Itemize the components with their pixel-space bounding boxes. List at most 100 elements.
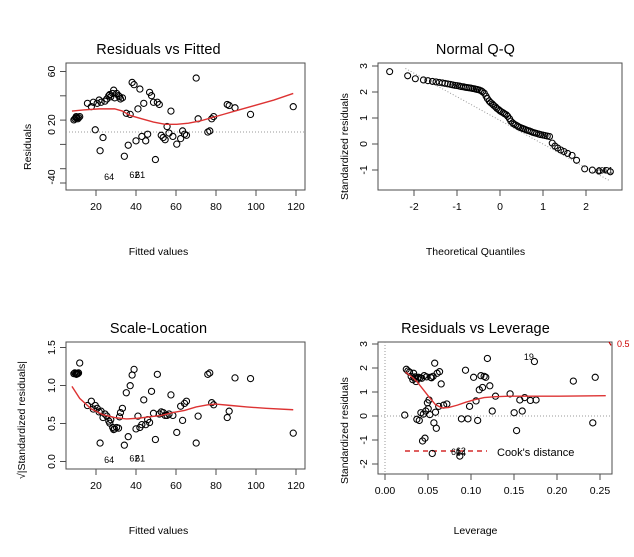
x-tick-label: 20 (90, 480, 102, 492)
data-point (419, 76, 427, 84)
data-point (246, 374, 255, 383)
data-point (167, 391, 175, 399)
point-label: 61 (135, 170, 145, 180)
data-point (151, 435, 160, 444)
point-label: 19 (524, 352, 534, 362)
data-point (225, 101, 233, 110)
x-tick-label: 40 (130, 201, 142, 213)
panel-normal-qq: Normal Q-Q Theoretical Quantiles Standar… (317, 0, 634, 278)
data-point (173, 140, 181, 148)
data-point (126, 382, 134, 390)
data-point (386, 68, 394, 76)
data-point (206, 127, 214, 135)
data-point (74, 369, 83, 377)
y-axis-label: √|Standardized residuals| (16, 360, 28, 479)
y-tick-label: 0 (358, 141, 370, 147)
data-point (427, 374, 436, 382)
panel-title: Normal Q-Q (435, 42, 516, 58)
data-point (457, 415, 466, 423)
data-point (122, 109, 130, 117)
data-point (147, 387, 156, 395)
data-point (606, 168, 614, 176)
y-tick-label: 1 (358, 115, 370, 121)
data-point (99, 133, 107, 142)
y-tick-label: -1 (358, 435, 370, 444)
data-point (521, 393, 529, 402)
plot-area-rvl: 3 2 1 0 -1 -2 0.00 0.05 0.10 0.15 0.20 0… (358, 339, 630, 497)
data-point (83, 401, 92, 410)
data-point (118, 404, 127, 412)
data-point (147, 92, 156, 100)
data-point (231, 374, 239, 382)
data-point (136, 85, 144, 93)
data-point (589, 419, 597, 427)
data-point (155, 100, 163, 109)
data-point (74, 370, 82, 378)
data-point (411, 75, 419, 83)
y-tick-label: -1 (358, 165, 370, 174)
data-point (96, 147, 104, 155)
data-point (472, 397, 480, 405)
data-point (192, 74, 200, 82)
panel-residuals-vs-fitted: Residuals vs Fitted Fitted values Residu… (0, 0, 317, 278)
x-tick-label: 60 (170, 480, 182, 492)
data-point (204, 370, 212, 378)
data-point (75, 114, 83, 122)
data-point (482, 373, 490, 381)
data-point (76, 112, 84, 121)
panel-title: Residuals vs Leverage (401, 321, 550, 337)
data-point (101, 97, 109, 105)
y-tick-label: -40 (46, 169, 58, 184)
data-point (435, 402, 443, 410)
x-axis-label: Fitted values (128, 525, 189, 537)
data-point (560, 147, 568, 155)
data-point (159, 133, 167, 142)
plot-area-rvf: 60 20 0 -40 20 40 60 80 100 120 64 626 (46, 62, 306, 213)
data-point (132, 137, 140, 145)
data-point (97, 98, 105, 106)
cook-distance-legend: Cook's distance (497, 447, 574, 459)
panel-title: Residuals vs Fitted (96, 42, 221, 58)
data-point (182, 131, 191, 139)
y-tick-label: 2 (358, 89, 370, 95)
data-point (464, 415, 472, 423)
data-point (478, 383, 487, 392)
data-point (456, 452, 464, 460)
data-point (483, 354, 492, 363)
x-axis-label: Fitted values (128, 246, 189, 258)
x-tick-label: 80 (210, 201, 222, 213)
y-tick-label: 3 (358, 341, 370, 347)
data-point (157, 131, 165, 139)
data-point (415, 416, 423, 425)
x-tick-label: 40 (130, 480, 142, 492)
data-point (124, 141, 132, 149)
data-point (76, 359, 84, 367)
x-tick-label: 20 (90, 201, 102, 213)
data-point (428, 449, 436, 458)
data-points (401, 354, 599, 460)
data-points (70, 359, 297, 449)
data-point (180, 399, 189, 408)
data-point (134, 105, 142, 113)
data-point (132, 425, 140, 433)
x-tick-label: 0.15 (504, 485, 525, 497)
data-point (161, 136, 169, 144)
data-point (89, 405, 97, 413)
data-point (568, 151, 576, 159)
data-point (422, 407, 430, 415)
y-tick-label: 0.5 (46, 416, 58, 431)
data-point (409, 369, 418, 377)
data-point (167, 107, 175, 115)
y-tick-label: 60 (46, 66, 58, 78)
data-point (510, 409, 518, 417)
cook-contour-upper (608, 341, 613, 348)
data-point (581, 165, 589, 173)
data-point (595, 167, 603, 175)
y-tick-label: 1 (358, 389, 370, 395)
data-point (192, 439, 200, 447)
data-point (74, 115, 82, 123)
